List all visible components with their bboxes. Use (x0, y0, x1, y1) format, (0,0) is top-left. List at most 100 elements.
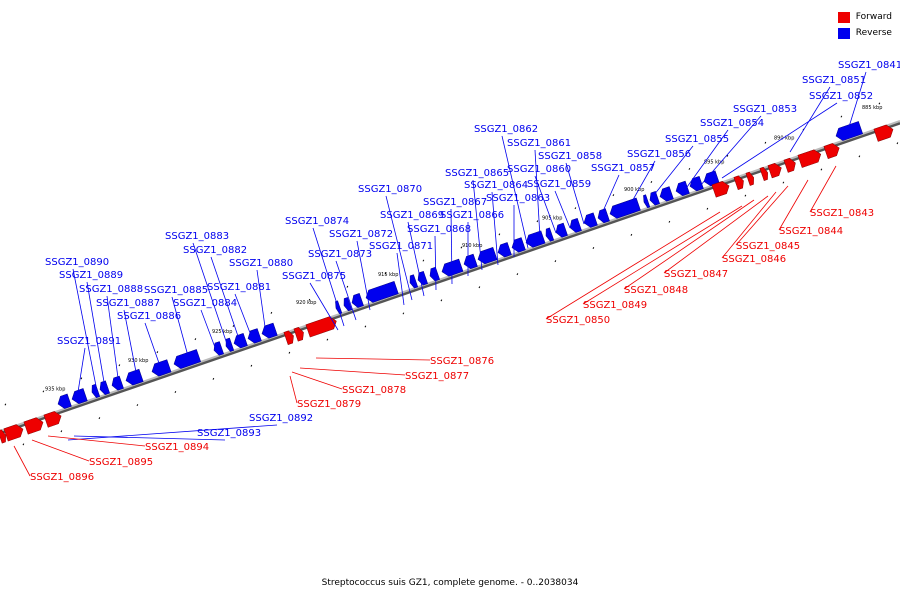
minor-tick (782, 181, 785, 184)
reverse-leader-line (407, 221, 425, 297)
legend-forward: Forward (837, 9, 892, 25)
forward-gene-arrow (43, 411, 62, 428)
reverse-leader-line (847, 71, 867, 131)
gene-shape (643, 194, 651, 209)
minor-tick (80, 377, 83, 380)
minor-tick (232, 325, 235, 327)
minor-tick (668, 220, 671, 223)
forward-leader-line (545, 211, 721, 320)
reverse-gene-label: SSGZ1_0868 (407, 224, 471, 235)
reverse-leader-line (67, 424, 278, 441)
minor-tick (516, 273, 519, 276)
forward-gene-label: SSGZ1_0847 (664, 269, 728, 280)
minor-tick (156, 351, 159, 354)
reverse-gene-arrow (555, 222, 568, 238)
gene-shape (569, 217, 582, 233)
gene-shape (609, 197, 641, 219)
gene-shape (409, 274, 419, 289)
gene-shape (213, 341, 224, 356)
reverse-gene-label: SSGZ1_0867 (423, 197, 487, 208)
reverse-gene-arrow (525, 230, 546, 248)
tick-label: 910 kbp (462, 243, 482, 249)
minor-tick (194, 338, 197, 341)
minor-tick (364, 325, 367, 328)
reverse-gene-arrow (643, 194, 651, 209)
minor-tick (764, 141, 767, 144)
reverse-gene-label: SSGZ1_0853 (733, 104, 797, 115)
reverse-gene-label: SSGZ1_0857 (591, 163, 655, 174)
forward-gene-arrow (759, 166, 768, 181)
forward-gene-label: SSGZ1_0878 (342, 385, 406, 396)
reverse-gene-label: SSGZ1_0841 (838, 60, 900, 71)
forward-gene-arrow (797, 149, 822, 168)
legend-reverse: Reverse (837, 25, 892, 41)
reverse-leader-line (234, 293, 253, 339)
reverse-leader-line (192, 242, 229, 348)
reverse-leader-line (534, 149, 541, 239)
reverse-leader-line (210, 256, 241, 343)
minor-tick (840, 115, 843, 118)
reverse-leader-line (312, 227, 345, 327)
reverse-leader-line (649, 145, 694, 201)
reverse-leader-line (599, 174, 620, 219)
reverse-gene-arrow (417, 270, 428, 286)
reverse-leader-line (106, 295, 119, 379)
minor-tick (896, 142, 899, 145)
reverse-gene-arrow (429, 266, 440, 282)
minor-tick (498, 233, 501, 236)
gene-shape (783, 157, 796, 173)
minor-tick (22, 443, 25, 446)
legend-forward-label: Forward (855, 12, 892, 22)
minor-tick (98, 417, 101, 420)
forward-swatch (837, 11, 850, 23)
reverse-leader-line (385, 195, 413, 301)
minor-tick (744, 194, 747, 197)
gene-shape (745, 171, 754, 186)
reverse-leader-line (491, 191, 499, 266)
forward-leader-line (663, 195, 769, 274)
reverse-leader-line (200, 309, 217, 351)
reverse-gene-label: SSGZ1_0865 (445, 168, 509, 179)
reverse-gene-label: SSGZ1_0856 (627, 149, 691, 160)
reverse-leader-line (625, 160, 656, 213)
legend: Forward Reverse (837, 9, 892, 41)
gene-shape (23, 417, 44, 435)
gene-shape (429, 266, 440, 282)
reverse-leader-line (73, 435, 226, 441)
forward-gene-label: SSGZ1_0896 (30, 472, 94, 483)
gene-shape (233, 333, 248, 349)
reverse-gene-arrow (343, 297, 353, 312)
forward-gene-label: SSGZ1_0849 (583, 300, 647, 311)
reverse-leader-line (396, 252, 405, 306)
forward-gene-arrow (293, 327, 304, 342)
gene-shape (173, 349, 202, 369)
gene-shape (767, 163, 782, 179)
tick-label: 935 kbp (45, 387, 65, 393)
gene-shape (703, 170, 720, 187)
gene-shape (261, 322, 278, 339)
gene-shape (759, 166, 768, 181)
reverse-gene-label: SSGZ1_0860 (507, 164, 571, 175)
gene-shape (835, 121, 864, 141)
reverse-leader-line (721, 102, 838, 179)
minor-tick (688, 167, 691, 170)
reverse-gene-arrow (233, 333, 248, 349)
reverse-gene-label: SSGZ1_0890 (45, 257, 109, 268)
reverse-leader-line (144, 322, 161, 367)
reverse-leader-line (171, 296, 189, 357)
gene-shape (125, 368, 144, 386)
reverse-gene-label: SSGZ1_0883 (165, 231, 229, 242)
forward-gene-arrow (873, 124, 894, 142)
reverse-gene-arrow (91, 383, 101, 398)
forward-leader-line (299, 367, 406, 376)
reverse-gene-label: SSGZ1_0880 (229, 258, 293, 269)
reverse-gene-label: SSGZ1_0893 (197, 428, 261, 439)
reverse-gene-label: SSGZ1_0858 (538, 151, 602, 162)
reverse-gene-arrow (649, 191, 660, 206)
gene-shape (351, 293, 364, 308)
reverse-gene-arrow (583, 212, 598, 228)
reverse-gene-arrow (409, 274, 419, 289)
gene-shape (441, 258, 464, 277)
forward-leader-line (623, 199, 755, 290)
reverse-gene-arrow (71, 388, 88, 404)
